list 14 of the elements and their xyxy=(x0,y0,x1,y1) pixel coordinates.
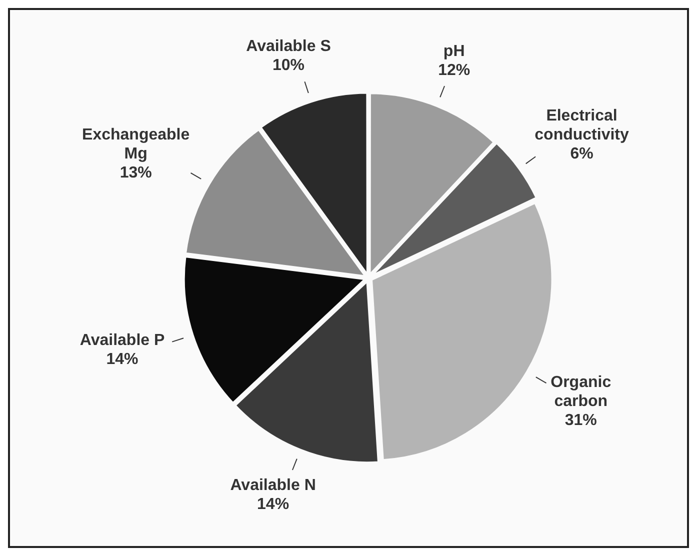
slice-label: Available S xyxy=(246,38,332,55)
slice-label: pH xyxy=(443,42,465,60)
data-label: 13% xyxy=(120,164,152,182)
data-label: 31% xyxy=(564,412,597,430)
data-label: 14% xyxy=(257,496,290,514)
slice-label: Available N xyxy=(230,477,316,494)
slice-label: Organic carbon xyxy=(550,374,612,410)
data-label: 6% xyxy=(570,146,594,163)
data-label: 10% xyxy=(272,56,305,74)
slice-label: Exchangeable Mg xyxy=(82,126,190,163)
data-label: 12% xyxy=(438,62,470,79)
data-label: 14% xyxy=(106,351,138,368)
slice-label: Available P xyxy=(80,332,165,350)
slice-label: Electrical conductivity xyxy=(534,108,629,144)
